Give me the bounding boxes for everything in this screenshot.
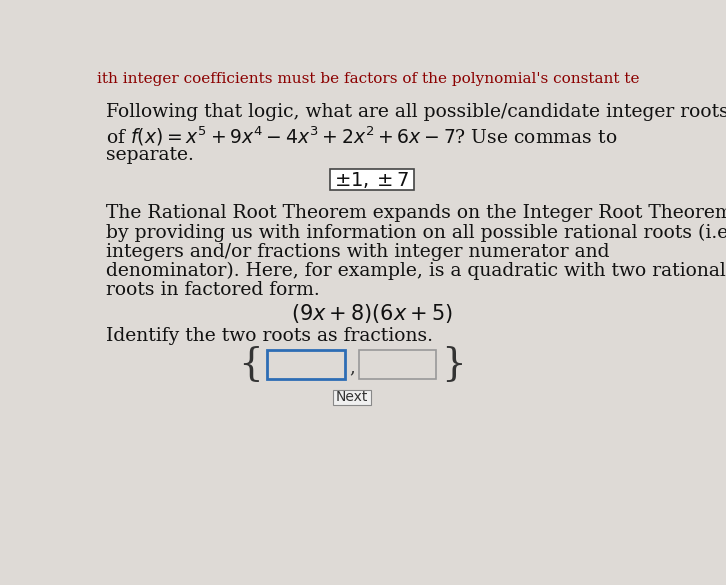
Text: integers and/or fractions with integer numerator and: integers and/or fractions with integer n… — [106, 243, 610, 261]
Text: separate.: separate. — [106, 146, 194, 164]
Text: The Rational Root Theorem expands on the Integer Root Theorem: The Rational Root Theorem expands on the… — [106, 204, 726, 222]
FancyBboxPatch shape — [267, 350, 345, 379]
Text: by providing us with information on all possible rational roots (i.e.,: by providing us with information on all … — [106, 223, 726, 242]
Text: $\pm1,\pm7$: $\pm1,\pm7$ — [335, 170, 409, 190]
FancyBboxPatch shape — [330, 168, 414, 190]
FancyBboxPatch shape — [333, 390, 371, 405]
Text: roots in factored form.: roots in factored form. — [106, 281, 320, 299]
Text: Identify the two roots as fractions.: Identify the two roots as fractions. — [106, 326, 433, 345]
Text: ,: , — [349, 359, 355, 376]
FancyBboxPatch shape — [359, 350, 436, 379]
Text: ith integer coefficients must be factors of the polynomial's constant te: ith integer coefficients must be factors… — [97, 72, 640, 86]
Text: {: { — [238, 346, 263, 383]
Text: of $f(x) = x^5 + 9x^4 - 4x^3 + 2x^2 + 6x - 7$? Use commas to: of $f(x) = x^5 + 9x^4 - 4x^3 + 2x^2 + 6x… — [106, 124, 618, 147]
Text: Next: Next — [335, 390, 368, 404]
Text: }: } — [441, 346, 466, 383]
Text: denominator). Here, for example, is a quadratic with two rational: denominator). Here, for example, is a qu… — [106, 262, 726, 280]
Text: Following that logic, what are all possible/candidate integer roots: Following that logic, what are all possi… — [106, 102, 726, 121]
Text: $(9x + 8)(6x + 5)$: $(9x + 8)(6x + 5)$ — [291, 302, 453, 325]
